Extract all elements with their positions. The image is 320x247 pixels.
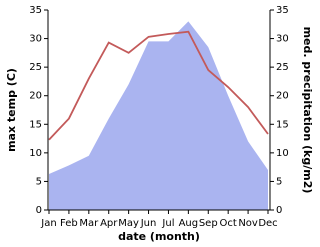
y-tick-label: 10 [29, 148, 42, 159]
x-tick-label: Nov [238, 218, 258, 229]
x-tick-label: Oct [220, 218, 237, 229]
x-tick-label: Jun [140, 218, 157, 229]
x-tick-label: Dec [258, 218, 277, 229]
x-tick-label: May [118, 218, 139, 229]
x-tick-label: Feb [60, 218, 78, 229]
y-tick-label: 35 [29, 5, 42, 16]
y2-tick-label: 5 [276, 176, 282, 187]
precip-area [49, 21, 268, 210]
x-tick-label: Jul [161, 218, 174, 229]
y2-tick-label: 25 [276, 62, 289, 73]
y2-tick-label: 20 [276, 91, 289, 102]
x-axis-label: date (month) [118, 230, 200, 243]
y-tick-label: 25 [29, 62, 42, 73]
x-tick-label: Mar [79, 218, 99, 229]
x-tick-label: Jan [40, 218, 56, 229]
y2-tick-label: 10 [276, 148, 289, 159]
y-tick-label: 0 [36, 205, 42, 216]
y-tick-label: 30 [29, 34, 42, 45]
x-tick-label: Sep [199, 218, 218, 229]
y2-tick-label: 15 [276, 119, 289, 130]
temp-line [48, 30, 269, 141]
y-tick-label: 5 [36, 176, 42, 187]
x-tick-label: Apr [100, 218, 118, 229]
y-tick-label: 15 [29, 119, 42, 130]
y2-axis-label: med. precipitation (kg/m2) [301, 27, 314, 194]
x-tick-label: Aug [179, 218, 199, 229]
y2-tick-label: 30 [276, 34, 289, 45]
y-tick-label: 20 [29, 91, 42, 102]
y2-tick-label: 35 [276, 5, 289, 16]
y2-tick-label: 0 [276, 205, 282, 216]
y-axis-label: max temp (C) [5, 68, 18, 152]
